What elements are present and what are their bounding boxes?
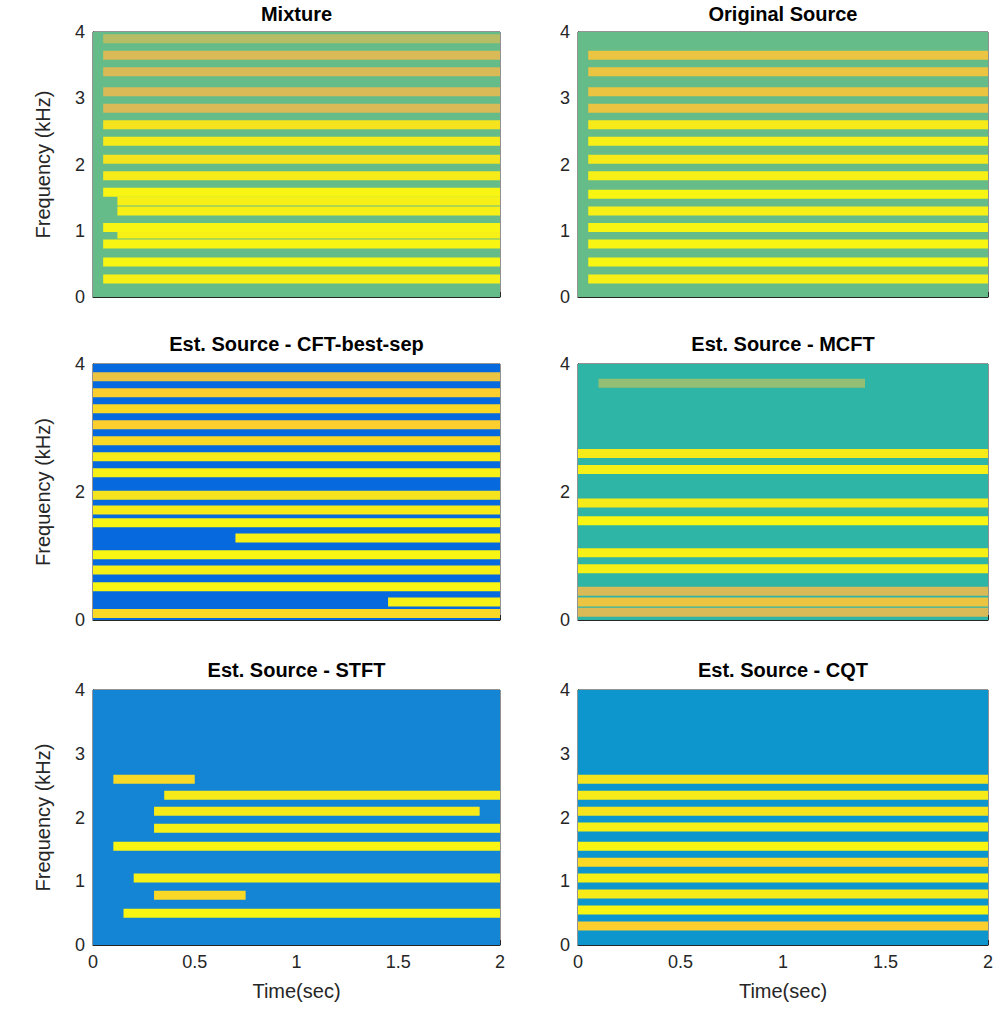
- svg-text:Est. Source - MCFT: Est. Source - MCFT: [691, 333, 874, 355]
- svg-text:Mixture: Mixture: [261, 3, 332, 25]
- svg-text:Frequency (kHz): Frequency (kHz): [32, 91, 54, 239]
- svg-text:Est. Source - STFT: Est. Source - STFT: [208, 659, 386, 681]
- svg-text:0: 0: [560, 935, 570, 955]
- svg-text:1: 1: [75, 221, 85, 241]
- svg-text:1.5: 1.5: [386, 952, 411, 972]
- svg-text:0: 0: [560, 287, 570, 307]
- svg-text:1: 1: [291, 952, 301, 972]
- svg-text:3: 3: [75, 88, 85, 108]
- svg-text:4: 4: [75, 680, 85, 700]
- svg-text:Est. Source - CQT: Est. Source - CQT: [698, 659, 868, 681]
- svg-text:Time(sec): Time(sec): [739, 980, 827, 1002]
- svg-text:0: 0: [88, 952, 98, 972]
- svg-text:2: 2: [560, 482, 570, 502]
- svg-text:4: 4: [560, 354, 570, 374]
- svg-text:4: 4: [75, 22, 85, 42]
- svg-text:2: 2: [495, 952, 505, 972]
- svg-text:3: 3: [560, 88, 570, 108]
- svg-text:0: 0: [75, 287, 85, 307]
- svg-text:0: 0: [75, 610, 85, 630]
- svg-text:4: 4: [560, 680, 570, 700]
- svg-text:2: 2: [560, 808, 570, 828]
- svg-text:1: 1: [778, 952, 788, 972]
- svg-text:Est. Source - CFT-best-sep: Est. Source - CFT-best-sep: [169, 333, 424, 355]
- svg-text:2: 2: [75, 482, 85, 502]
- svg-text:0: 0: [560, 610, 570, 630]
- svg-text:Frequency (kHz): Frequency (kHz): [32, 744, 54, 892]
- svg-text:0.5: 0.5: [668, 952, 693, 972]
- svg-text:1: 1: [560, 221, 570, 241]
- svg-text:Original Source: Original Source: [709, 3, 858, 25]
- svg-text:1.5: 1.5: [873, 952, 898, 972]
- svg-text:2: 2: [75, 808, 85, 828]
- svg-text:1: 1: [75, 871, 85, 891]
- svg-text:3: 3: [560, 744, 570, 764]
- svg-text:2: 2: [75, 155, 85, 175]
- svg-text:0.5: 0.5: [182, 952, 207, 972]
- svg-text:0: 0: [573, 952, 583, 972]
- svg-text:Frequency (kHz): Frequency (kHz): [32, 418, 54, 566]
- svg-text:2: 2: [983, 952, 993, 972]
- svg-text:2: 2: [560, 155, 570, 175]
- svg-text:4: 4: [75, 354, 85, 374]
- svg-text:Time(sec): Time(sec): [252, 980, 340, 1002]
- svg-text:4: 4: [560, 22, 570, 42]
- svg-text:0: 0: [75, 935, 85, 955]
- svg-text:3: 3: [75, 744, 85, 764]
- svg-text:1: 1: [560, 871, 570, 891]
